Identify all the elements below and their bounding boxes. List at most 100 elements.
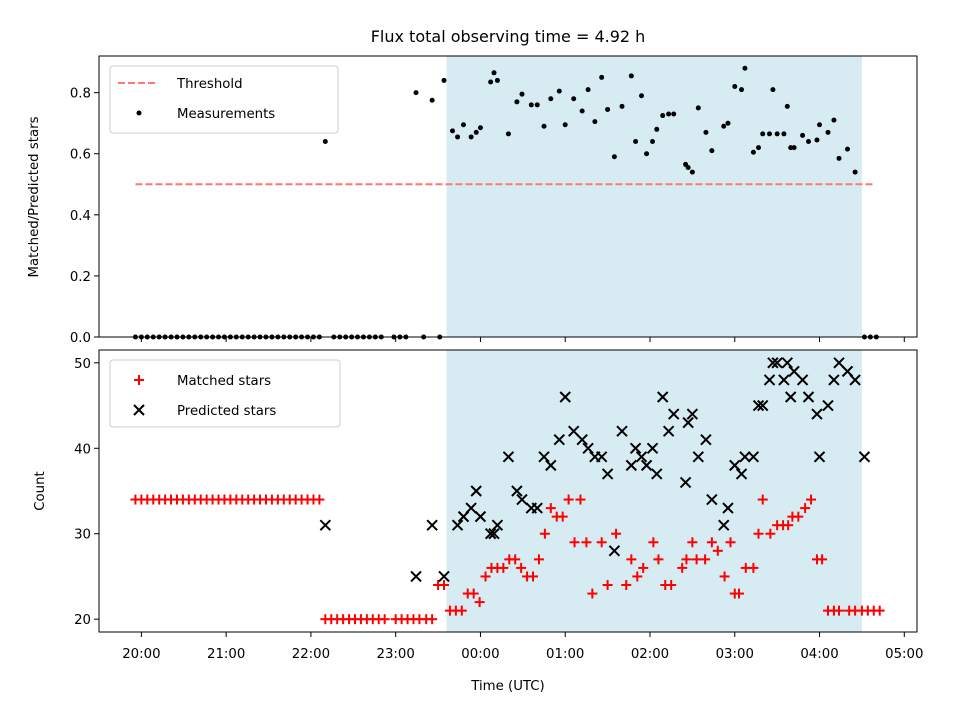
predicted-star-point	[849, 374, 861, 386]
measurement-point	[628, 73, 634, 79]
predicted-star-point	[545, 459, 557, 472]
cross-stroke-b	[488, 528, 500, 540]
cross-stroke-b	[788, 365, 800, 378]
predicted-star-point	[576, 434, 588, 446]
x-tick-label: 21:00	[207, 647, 245, 662]
legend-predicted-label: Predicted stars	[177, 404, 276, 419]
measurement-point	[800, 132, 806, 138]
cross-stroke-b	[752, 399, 765, 412]
measurement-points	[132, 65, 879, 340]
measurement-point	[413, 90, 419, 96]
cross-stroke-b	[625, 459, 638, 472]
measurement-point	[831, 117, 837, 123]
matched-star-point	[874, 605, 885, 616]
cross-stroke-b	[781, 357, 794, 369]
predicted-star-point	[538, 451, 550, 463]
measurement-point	[791, 145, 797, 151]
measurement-point	[784, 103, 790, 109]
cross-stroke-b	[553, 434, 565, 446]
matched-star-point	[765, 528, 776, 539]
cross-stroke-b	[451, 519, 464, 531]
top-y-tick-label: 0.4	[70, 209, 91, 224]
matched-star-point	[677, 562, 688, 573]
matched-star-point	[681, 554, 692, 565]
predicted-star-point	[502, 451, 515, 463]
predicted-star-point	[465, 502, 477, 514]
cross-stroke-b	[656, 391, 669, 403]
predicted-star-point	[662, 425, 675, 437]
predicted-star-point	[735, 468, 748, 480]
measurement-point	[666, 111, 672, 117]
predicted-star-point	[516, 493, 528, 506]
measurement-point	[825, 129, 831, 135]
bottom-y-tick-label: 20	[74, 613, 91, 628]
matched-star-point	[706, 537, 717, 548]
cross-stroke-b	[668, 408, 680, 420]
matched-star-point	[314, 494, 325, 505]
matched-star-point	[783, 520, 794, 531]
measurement-point	[514, 99, 520, 105]
predicted-star-point	[858, 451, 871, 463]
predicted-star-point	[739, 451, 751, 463]
cross-stroke-b	[739, 451, 751, 463]
legend-predicted-swatch	[133, 404, 145, 416]
measurement-point	[579, 108, 585, 114]
bottom-legend-box	[109, 359, 341, 428]
cross-stroke-b	[531, 502, 543, 514]
predicted-star-point	[700, 434, 712, 446]
predicted-star-point	[788, 365, 800, 378]
measurement-point	[488, 79, 494, 85]
predicted-star-point	[718, 519, 730, 531]
measurement-point	[585, 87, 591, 93]
cross-stroke-b	[718, 519, 730, 531]
cross-stroke-b	[646, 442, 659, 454]
predicted-star-point	[781, 357, 794, 369]
predicted-star-point	[771, 357, 783, 369]
predicted-star-point	[474, 510, 487, 523]
matched-star-point	[691, 554, 702, 565]
chart-title: Flux total observing time = 4.92 h	[371, 27, 646, 46]
x-axis-label: Time (UTC)	[470, 679, 545, 694]
matched-star-point	[480, 571, 491, 582]
measurement-point	[534, 102, 540, 108]
matched-star-point	[379, 614, 390, 625]
cross-stroke-b	[729, 459, 741, 472]
x-tick-label: 02:00	[631, 647, 669, 662]
predicted-star-point	[531, 502, 543, 514]
matched-star-point	[516, 562, 527, 573]
cross-stroke-b	[567, 425, 580, 437]
top-legend: Threshold Measurements	[109, 65, 339, 134]
matched-star-point	[725, 537, 736, 548]
top-panel: 0.00.20.40.60.8 Matched/Predicted stars …	[27, 55, 918, 346]
measurement-point	[639, 93, 645, 99]
measurement-point	[505, 131, 511, 137]
matched-star-point	[557, 511, 568, 522]
legend-measurements-label: Measurements	[177, 107, 275, 122]
cross-stroke-b	[841, 365, 854, 378]
predicted-star-point	[813, 451, 826, 463]
predicted-star-point	[651, 468, 663, 480]
predicted-star-point	[319, 519, 332, 531]
measurement-point	[548, 96, 554, 102]
measurement-point	[755, 145, 761, 151]
predicted-star-point	[679, 476, 692, 489]
cross-stroke-b	[438, 570, 450, 583]
bottom-x-ticks: 20:00 21:00 22:00 23:00 00:00 01:00 02:00 03:00…	[122, 632, 923, 662]
measurement-point	[556, 88, 562, 94]
predicted-star-point	[553, 434, 565, 446]
matched-star-point	[687, 537, 698, 548]
matched-star-point	[653, 554, 664, 565]
bottom-y-tick-label: 30	[74, 528, 91, 543]
cross-stroke-b	[576, 434, 588, 446]
cross-stroke-b	[811, 408, 823, 420]
measurement-point	[836, 155, 842, 161]
matched-star-point	[666, 580, 677, 590]
predicted-star-point	[410, 570, 422, 583]
matched-star-point	[700, 554, 711, 565]
cross-stroke-b	[582, 442, 594, 454]
top-y-axis-label: Matched/Predicted stars	[27, 116, 42, 277]
bottom-shaded-span	[446, 350, 862, 632]
predicted-star-point	[656, 391, 669, 403]
cross-stroke-b	[595, 451, 608, 463]
measurement-point	[494, 77, 500, 83]
